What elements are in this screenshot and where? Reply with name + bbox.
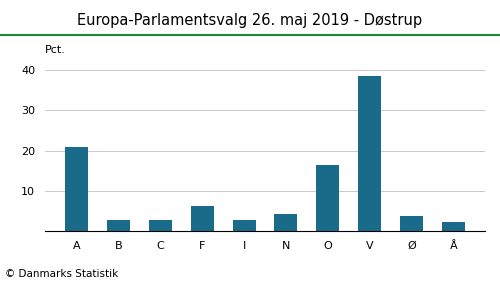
- Bar: [149, 220, 172, 231]
- Bar: [190, 206, 214, 231]
- Bar: [107, 220, 130, 231]
- Bar: [274, 214, 297, 231]
- Bar: [400, 216, 423, 231]
- Text: Pct.: Pct.: [45, 45, 66, 55]
- Bar: [442, 222, 465, 231]
- Bar: [65, 147, 88, 231]
- Bar: [358, 76, 381, 231]
- Text: © Danmarks Statistik: © Danmarks Statistik: [5, 269, 118, 279]
- Text: Europa-Parlamentsvalg 26. maj 2019 - Døstrup: Europa-Parlamentsvalg 26. maj 2019 - Døs…: [78, 13, 422, 28]
- Bar: [232, 220, 256, 231]
- Bar: [316, 165, 340, 231]
